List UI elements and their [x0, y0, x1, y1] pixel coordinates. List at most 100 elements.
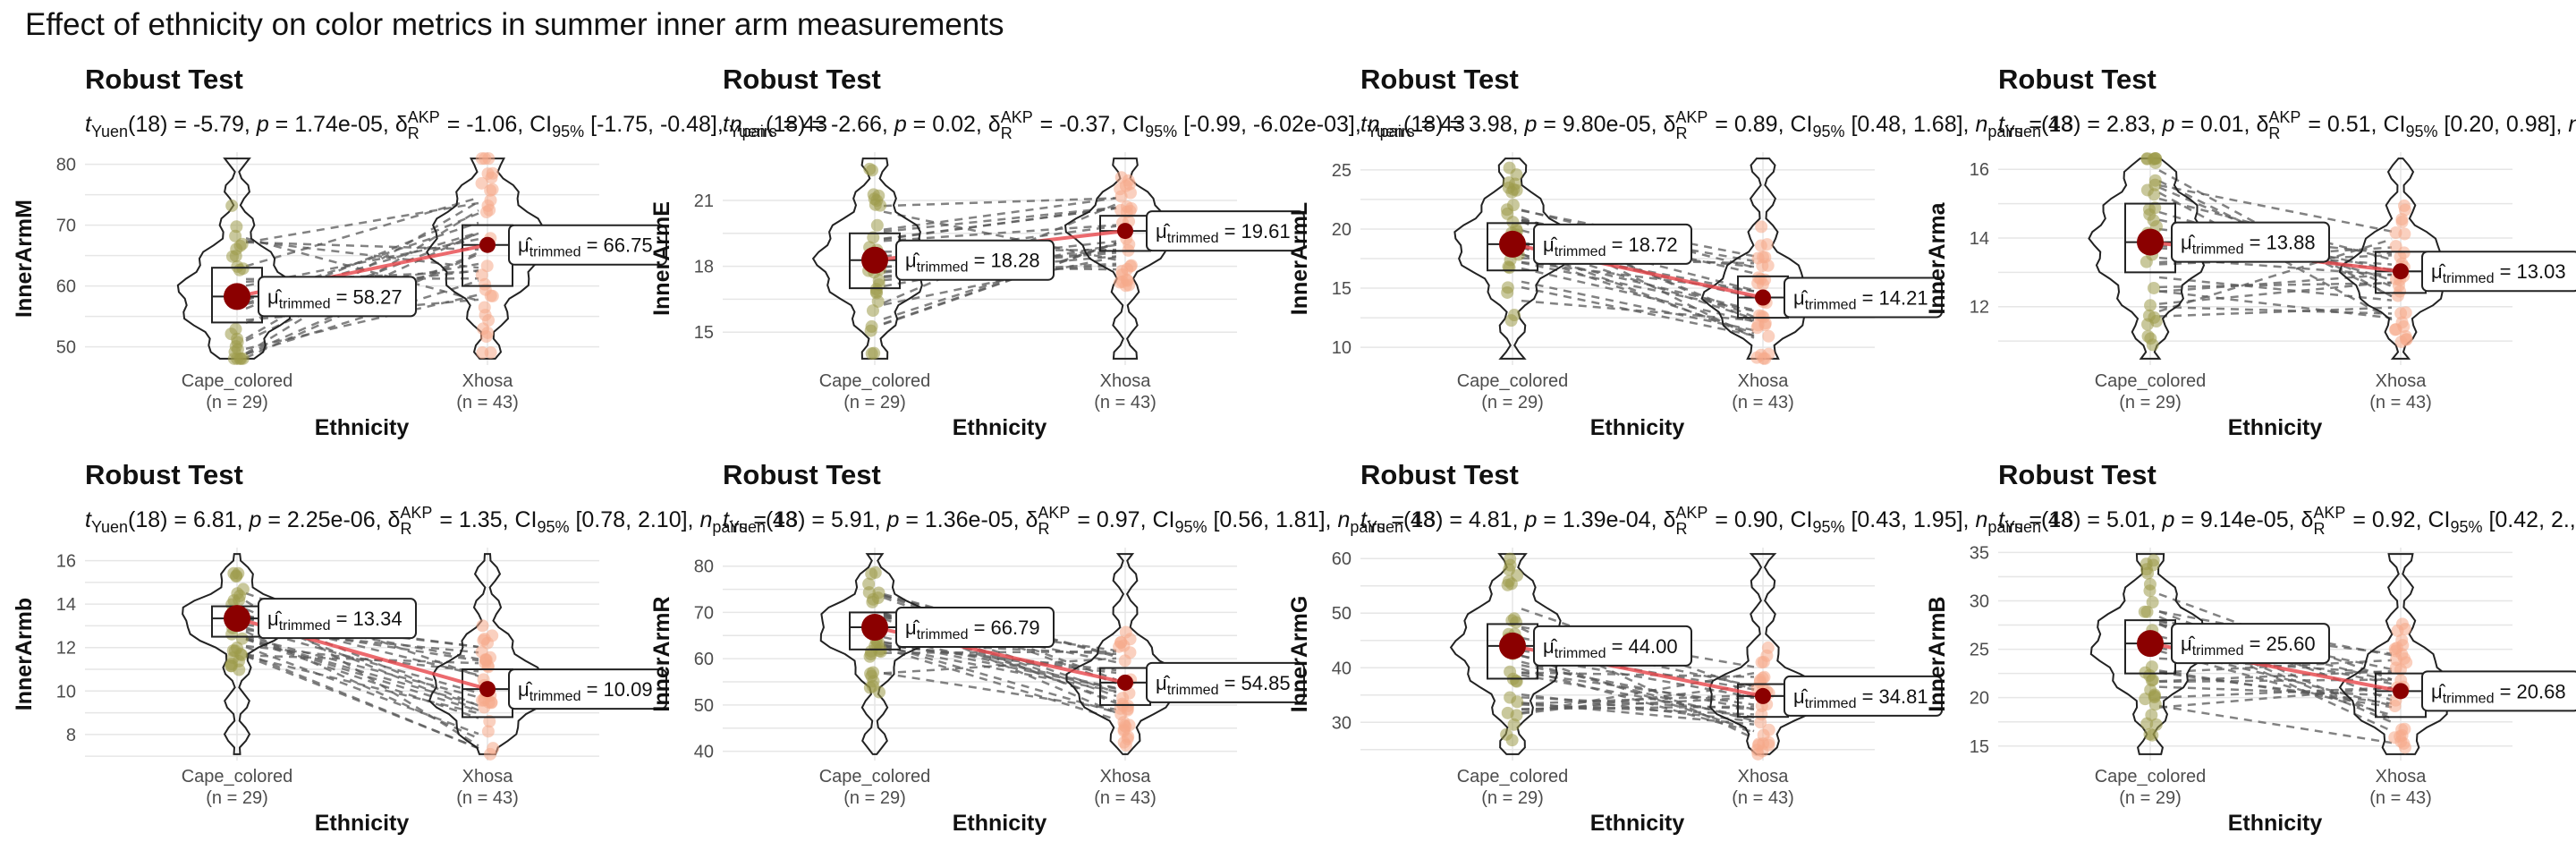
stat-p-value: = 9.14e-05, [2174, 507, 2301, 532]
data-point [2149, 718, 2163, 731]
stat-t-value: (18) = 4.81, [1403, 507, 1525, 532]
data-point [2146, 673, 2159, 686]
paired-line [245, 655, 479, 750]
data-point [2147, 281, 2160, 294]
paired-line [883, 644, 1117, 714]
panel-subtitle: tYuen(18) = 5.01, p = 9.14e-05, δAKP R = … [1998, 504, 2576, 538]
y-tick-label: 25 [1332, 161, 1352, 181]
data-point [865, 164, 878, 177]
y-tick-label: 18 [694, 258, 714, 277]
data-point [1122, 174, 1135, 187]
stat-delta-value: = 0.92, CI [2346, 507, 2450, 532]
stat-ci-value: [-1.75, -0.48], [584, 112, 730, 137]
stat-delta-value: = 0.97, CI [1071, 507, 1174, 532]
paired-line [245, 637, 479, 707]
data-point [475, 176, 488, 190]
x-tick-count: (n = 43) [1094, 788, 1156, 808]
paired-line [2158, 306, 2393, 318]
data-point [485, 696, 498, 710]
mean-label-symbol: μ̂ [518, 234, 533, 257]
panel-subtitle: tYuen(18) = 2.83, p = 0.01, δAKP R = 0.51… [1998, 108, 2576, 142]
data-point [233, 593, 246, 607]
mean-label-value: = 18.72 [1606, 234, 1677, 256]
stat-ci-value: [0.20, 0.98], [2437, 112, 2568, 137]
paired-line [883, 612, 1117, 705]
stat-delta-value: = -0.37, CI [1034, 112, 1145, 137]
data-point [1504, 314, 1518, 327]
stat-n-symbol: n [1368, 112, 1380, 137]
data-point [225, 659, 238, 673]
x-tick-count: (n = 29) [206, 393, 267, 412]
data-point [483, 715, 496, 728]
paired-line [245, 240, 479, 269]
mean-label-box [895, 607, 1055, 649]
paired-line [883, 197, 1117, 208]
data-point [1501, 207, 1514, 220]
stat-ci-subscript: 95% [2405, 123, 2437, 140]
mean-point-group1 [224, 605, 250, 633]
paired-line [2158, 276, 2393, 302]
y-axis-label: InnerArmL [1287, 202, 1312, 315]
mean-label-symbol: μ̂ [2431, 260, 2446, 283]
mean-label-subscript: trimmed [2443, 691, 2495, 706]
stat-delta-symbol: δ [2301, 507, 2313, 532]
mean-label-symbol: μ̂ [518, 678, 533, 701]
data-point [2398, 199, 2411, 212]
x-tick-count: (n = 43) [2369, 788, 2431, 808]
x-tick-count: (n = 43) [2369, 393, 2431, 412]
stat-n-symbol: n [730, 112, 742, 137]
stat-p-symbol: p [886, 507, 900, 532]
stat-t-subscript: Yuen [1367, 123, 1403, 140]
data-point [2390, 653, 2403, 667]
stat-t-value: (18) = -5.79, [128, 112, 257, 137]
mean-label: μ̂trimmed = 25.60 [2181, 633, 2316, 659]
data-point [2148, 310, 2161, 324]
stat-delta-value: = 0.90, CI [1708, 507, 1812, 532]
data-point [2148, 156, 2162, 169]
mean-label-box [1784, 675, 1943, 717]
stat-delta-superscript: AKP [2268, 108, 2301, 126]
mean-point-group1 [861, 246, 888, 274]
data-point [2148, 178, 2162, 191]
data-point [1114, 190, 1128, 203]
paired-line [1521, 702, 1755, 726]
data-point [227, 566, 241, 580]
stat-ci-subscript: 95% [1145, 123, 1177, 140]
x-axis-label: Ethnicity [953, 415, 1047, 440]
mean-label-value: = 58.27 [330, 285, 402, 308]
paired-line [883, 635, 1117, 690]
paired-line [1521, 654, 1755, 733]
data-point [2143, 584, 2157, 598]
panel-title: Robust Test [1998, 64, 2157, 95]
mean-label-subscript: trimmed [1555, 244, 1606, 259]
stat-ci-subscript: 95% [1812, 518, 1844, 536]
mean-label-value: = 13.34 [330, 608, 402, 630]
data-point [2145, 709, 2158, 722]
stat-delta-subscript: R [2313, 520, 2325, 538]
stat-t-subscript: Yuen [1367, 518, 1403, 536]
mean-label-box [258, 598, 417, 640]
paired-line [883, 596, 1117, 685]
stat-delta-superscript: AKP [2313, 504, 2345, 522]
x-tick-count: (n = 29) [843, 393, 905, 412]
data-point [1113, 640, 1126, 653]
x-tick-label: Xhosa [1738, 371, 1790, 391]
violin-group1 [1453, 157, 1572, 360]
panel-subtitle: tYuen(18) = 3.98, p = 9.80e-05, δAKP R = … [1360, 108, 2073, 142]
mean-label-value: = 25.60 [2243, 633, 2315, 655]
stat-delta-subscript: R [400, 520, 411, 538]
stat-delta-superscript: AKP [1038, 504, 1070, 522]
data-point [862, 577, 876, 591]
stat-t-symbol: t [1998, 507, 2005, 532]
paired-line [883, 647, 1117, 721]
data-point [1119, 279, 1132, 293]
x-axis-label: Ethnicity [315, 811, 410, 836]
data-point [1123, 633, 1137, 646]
data-point [1506, 199, 1520, 212]
mean-label-subscript: trimmed [1805, 696, 1857, 711]
mean-point-group2 [1755, 687, 1771, 704]
mean-label-symbol: μ̂ [1543, 234, 1558, 256]
data-point [2388, 731, 2402, 744]
